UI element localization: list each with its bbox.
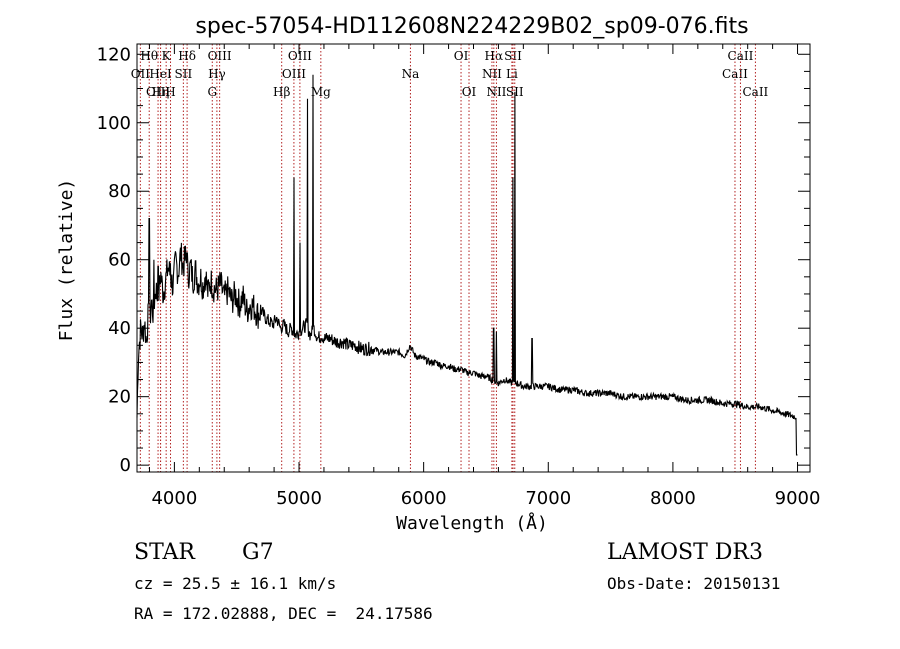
obs-date-label: Obs-Date: 20150131 [607,574,781,593]
coordinates-label: RA = 172.02888, DEC = 24.17586 [134,604,433,623]
plot-frame [136,43,811,473]
line-marker-label: SII [504,49,522,63]
line-marker-label: CaII [742,85,768,99]
line-marker-label: OI [462,85,477,99]
x-tick-label: 4000 [151,488,197,509]
line-marker-label: Hθ [140,49,158,63]
line-marker-label: OI [454,49,469,63]
line-marker-label: OIII [282,67,306,81]
line-marker-label: Mg [311,85,331,99]
y-tick-label: 0 [120,455,131,476]
axes: 4000 5000 6000 7000 8000 9000 0 20 40 60 80 100 120 [97,44,821,509]
line-marker-label: CaII [722,67,748,81]
redshift-label: cz = 25.5 ± 16.1 km/s [134,574,337,593]
survey-label: LAMOST DR3 [607,540,763,565]
line-marker-label: Hβ [273,85,290,99]
y-tick-label: 60 [108,250,131,271]
line-marker-label: OII [131,67,151,81]
x-tick-label: 5000 [276,488,322,509]
y-tick-label: 100 [97,113,131,134]
line-marker-label: SII [175,67,193,81]
line-marker-label: Na [402,67,420,81]
line-marker-label: CaII [728,49,754,63]
spectral-line-markers: OIIHθOIIIHηHeIKSIIHHδGHγOIIIHβOIIIOIIIMg… [131,44,769,472]
x-tick-label: 8000 [650,488,696,509]
y-tick-label: 40 [108,318,131,339]
line-marker-label: HeI [149,67,172,81]
line-marker-label: Hγ [208,67,226,81]
x-tick-label: 9000 [775,488,821,509]
y-axis-label: Flux (relative) [56,179,77,342]
line-marker-label: OIII [288,49,312,63]
subclass-label: G7 [242,540,274,565]
x-tick-label: 6000 [401,488,447,509]
y-tick-label: 20 [108,387,131,408]
x-tick-label: 7000 [525,488,571,509]
line-marker-label: NII [486,85,506,99]
spectrum-flux-line [136,74,798,456]
line-marker-label: H [165,85,175,99]
line-marker-label: NII [482,67,502,81]
line-marker-label: Hη [152,85,170,99]
line-marker-label: OIII [208,49,232,63]
spectrum-line [136,74,798,456]
class-label: STAR [134,540,195,565]
line-marker-label: Hα [485,49,504,63]
y-tick-label: 120 [97,44,131,65]
line-marker-label: G [207,85,217,99]
y-tick-label: 80 [108,181,131,202]
line-marker-label: Hδ [178,49,196,63]
x-axis-label: Wavelength (Å) [396,512,548,534]
line-marker-label: OIII [146,85,170,99]
line-marker-label: K [162,49,172,63]
chart-title: spec-57054-HD112608N224229B02_sp09-076.f… [195,14,748,39]
line-marker-label: Li [506,67,518,81]
